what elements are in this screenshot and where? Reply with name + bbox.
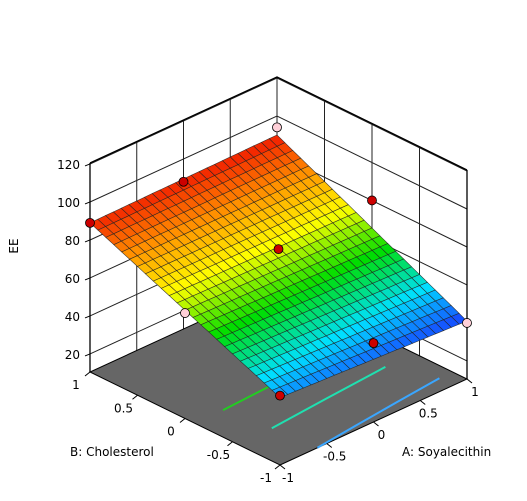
z-tick-label: 20 — [65, 348, 80, 362]
z-tick-label: 80 — [65, 234, 80, 248]
y-tick-label: 1 — [72, 378, 80, 392]
y-tick-label: -1 — [260, 471, 272, 485]
x-axis-label: A: Soyalecithin — [402, 445, 491, 459]
y-tick-label: 0.5 — [114, 401, 133, 415]
floor-contour-line — [271, 366, 386, 430]
design-points — [85, 122, 472, 401]
z-tick-label: 100 — [57, 196, 80, 210]
y-axis-tick — [274, 464, 281, 470]
x-tick-label: -0.5 — [323, 450, 346, 464]
top-frame-edge — [89, 76, 468, 171]
z-axis-tick — [84, 239, 91, 243]
floor-contour-line — [316, 377, 440, 449]
axis-frame — [84, 163, 473, 470]
z-gridline — [89, 77, 468, 172]
x-axis-tick — [279, 464, 286, 470]
z-axis-tick — [84, 163, 91, 167]
z-axis-tick — [84, 201, 91, 205]
response-surface — [89, 134, 468, 398]
design-point-below — [180, 308, 190, 318]
design-point-above — [273, 244, 284, 255]
design-point-above — [368, 338, 379, 349]
y-axis-tick — [179, 418, 186, 423]
z-tick-label: 60 — [65, 272, 80, 286]
x-tick-label: 0.5 — [419, 407, 438, 421]
design-point-below — [462, 318, 472, 328]
design-point-below — [272, 122, 282, 133]
x-tick-label: 1 — [471, 385, 479, 399]
design-point-above — [85, 217, 95, 228]
x-tick-label: -1 — [282, 471, 294, 485]
y-axis-label: B: Cholesterol — [70, 445, 154, 459]
z-tick-label: 40 — [65, 310, 80, 324]
z-axis-label: EE — [7, 238, 21, 253]
x-axis-tick — [466, 378, 473, 384]
z-axis-tick — [84, 353, 91, 357]
design-point-above — [178, 176, 189, 187]
y-tick-label: 0 — [167, 425, 175, 439]
z-axis-tick — [84, 315, 91, 319]
y-axis-tick — [227, 441, 233, 447]
design-point-above — [275, 390, 285, 401]
z-tick-label: 120 — [57, 158, 80, 172]
x-tick-label: 0 — [378, 428, 386, 442]
z-axis-tick — [84, 277, 91, 281]
design-point-above — [367, 195, 377, 206]
x-axis-tick — [373, 421, 379, 427]
z-gridline — [89, 115, 468, 210]
x-axis-tick — [326, 443, 333, 448]
y-tick-label: -0.5 — [207, 448, 230, 462]
x-axis-tick — [419, 400, 426, 405]
y-axis-tick — [132, 394, 138, 400]
y-axis-tick — [84, 371, 91, 377]
